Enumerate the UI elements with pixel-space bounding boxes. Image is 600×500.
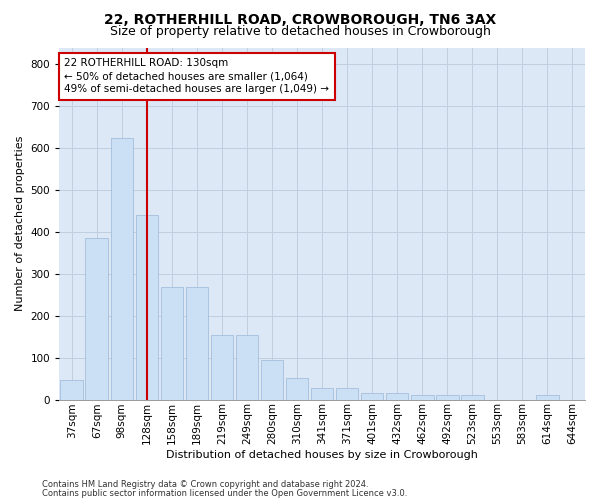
Bar xyxy=(461,396,484,400)
Text: 22 ROTHERHILL ROAD: 130sqm
← 50% of detached houses are smaller (1,064)
49% of s: 22 ROTHERHILL ROAD: 130sqm ← 50% of deta… xyxy=(64,58,329,94)
Text: Size of property relative to detached houses in Crowborough: Size of property relative to detached ho… xyxy=(110,25,490,38)
Bar xyxy=(161,287,183,400)
Bar xyxy=(436,394,458,400)
Bar xyxy=(185,287,208,400)
Bar xyxy=(386,394,409,400)
Bar xyxy=(336,388,358,400)
Text: Contains HM Land Registry data © Crown copyright and database right 2024.: Contains HM Land Registry data © Crown c… xyxy=(42,480,368,489)
Bar xyxy=(536,396,559,400)
Bar xyxy=(85,238,108,400)
Text: 22, ROTHERHILL ROAD, CROWBOROUGH, TN6 3AX: 22, ROTHERHILL ROAD, CROWBOROUGH, TN6 3A… xyxy=(104,12,496,26)
Bar xyxy=(261,360,283,400)
Bar xyxy=(110,138,133,400)
Bar xyxy=(61,380,83,400)
Bar xyxy=(236,334,258,400)
Bar xyxy=(211,334,233,400)
Bar xyxy=(411,394,434,400)
Bar xyxy=(136,215,158,400)
Text: Contains public sector information licensed under the Open Government Licence v3: Contains public sector information licen… xyxy=(42,488,407,498)
Bar xyxy=(361,394,383,400)
X-axis label: Distribution of detached houses by size in Crowborough: Distribution of detached houses by size … xyxy=(166,450,478,460)
Y-axis label: Number of detached properties: Number of detached properties xyxy=(15,136,25,311)
Bar xyxy=(286,378,308,400)
Bar xyxy=(311,388,334,400)
